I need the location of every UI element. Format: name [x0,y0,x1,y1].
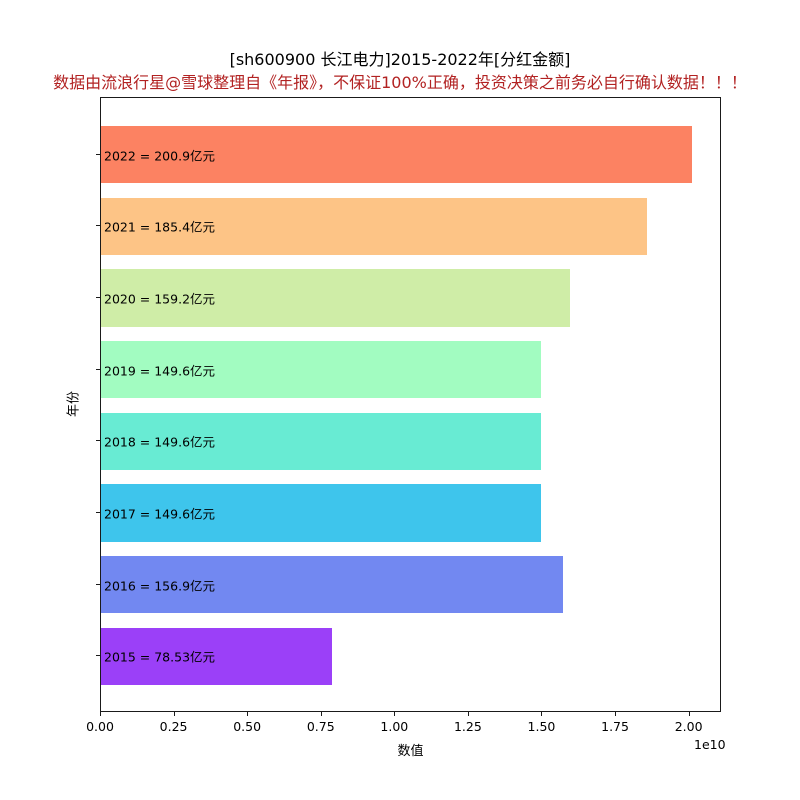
x-tick-1.25 [467,712,469,716]
x-axis-label: 数值 [397,744,424,759]
x-tick-label-1.00: 1.00 [380,719,409,734]
y-tick-2017 [96,512,100,514]
bar-label-2019: 2019 = 149.6亿元 [104,363,216,379]
plot-area: 2022 = 200.9亿元 2021 = 185.4亿元 2020 = 159.2… [100,97,721,712]
y-tick-2022 [96,153,100,155]
bar-label-2017: 2017 = 149.6亿元 [104,506,216,522]
bar-label-2021: 2021 = 185.4亿元 [104,219,216,235]
x-tick-1.00 [394,712,396,716]
y-axis-label: 年份 [66,390,82,418]
x-tick-0.00 [100,712,101,716]
x-tick-0.50 [247,712,249,716]
bar-label-2020: 2020 = 159.2亿元 [104,291,216,307]
y-tick-2020 [96,296,100,298]
x-tick-0.75 [320,712,322,716]
bar-2018 [101,412,542,470]
chart-subtitle: 数据由流浪行星@雪球整理自《年报》，不保证100%正确，投资决策之前务必自行确认… [53,73,747,92]
x-tick-label-1.50: 1.50 [527,719,556,734]
x-tick-2.00 [688,712,690,716]
x-tick-label-0.50: 0.50 [233,719,262,734]
x-tick-label-2.00: 2.00 [674,719,703,734]
x-tick-0.25 [173,712,175,716]
x-tick-1.75 [615,712,617,716]
y-tick-2021 [96,225,100,227]
x-tick-label-0.00: 0.00 [86,719,114,734]
bar-2015 [101,627,333,686]
y-tick-2018 [96,440,100,442]
y-tick-2016 [96,583,100,585]
x-tick-label-1.75: 1.75 [601,719,629,734]
chart-title: [sh600900 长江电力]2015-2022年[分红金额] [229,50,571,69]
bar-label-2016: 2016 = 156.9亿元 [104,578,216,594]
x-tick-1.50 [541,712,543,716]
bar-2017 [101,484,542,542]
bar-2016 [101,556,563,614]
bar-2021 [101,197,647,255]
x-tick-label-1.25: 1.25 [453,719,482,734]
y-tick-2015 [96,655,100,657]
bar-2022 [101,125,693,184]
bar-label-2018: 2018 = 149.6亿元 [104,434,216,450]
bar-2019 [101,340,542,399]
bar-label-2015: 2015 = 78.53亿元 [104,649,216,665]
y-tick-2019 [96,368,100,370]
x-tick-label-0.25: 0.25 [159,719,188,734]
x-tick-label-0.75: 0.75 [306,719,335,734]
bar-label-2022: 2022 = 200.9亿元 [104,148,216,164]
x-axis-offset-label: 1e10 [694,737,726,752]
bar-2020 [101,269,570,327]
